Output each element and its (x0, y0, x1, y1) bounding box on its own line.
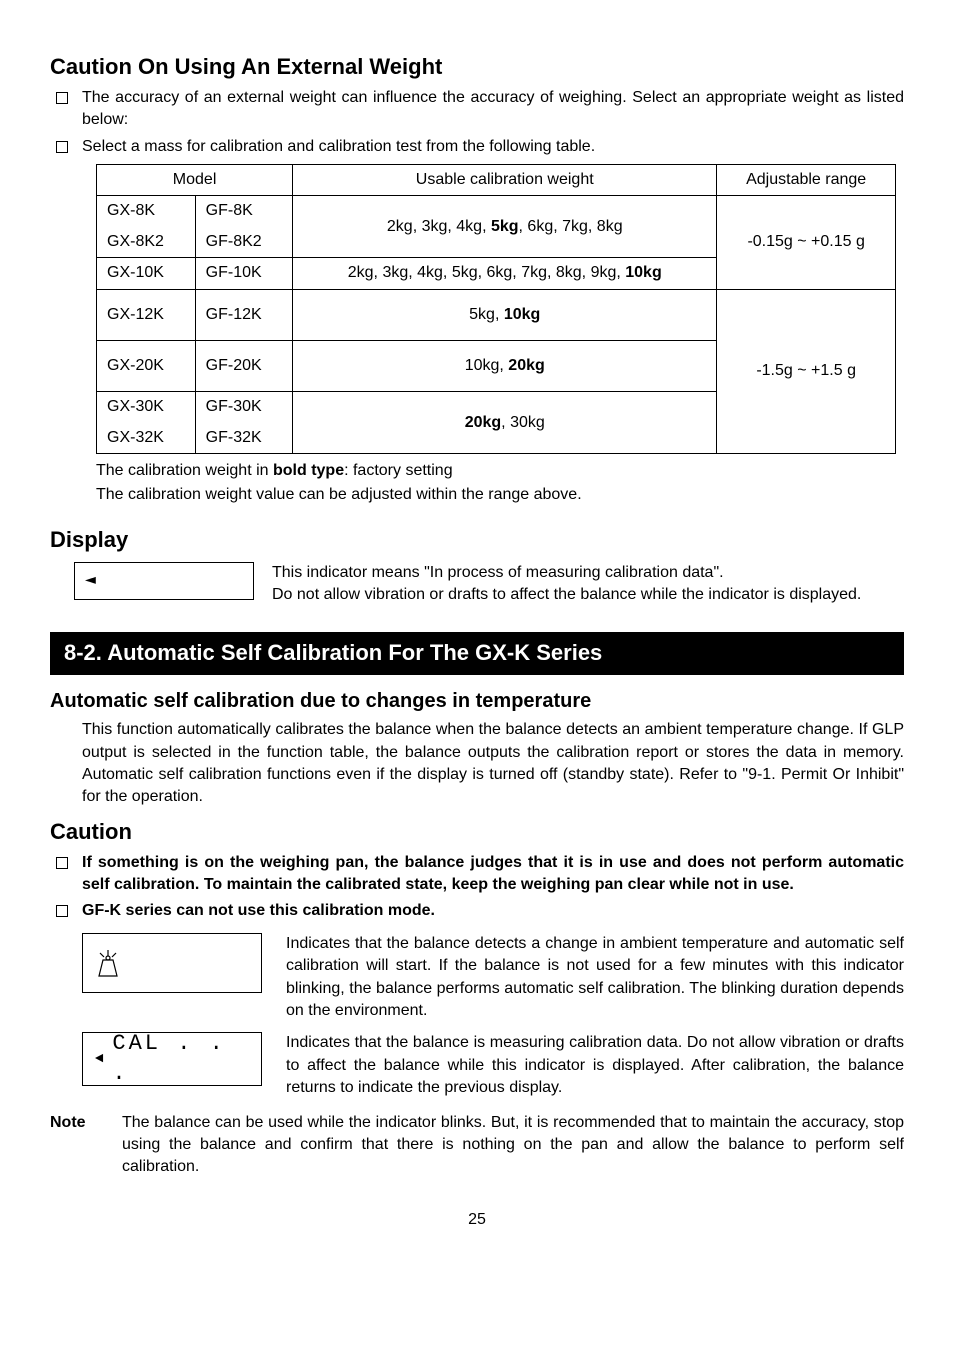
cell-model: GF-20K (195, 340, 293, 391)
bullet-text: Select a mass for calibration and calibr… (82, 136, 904, 158)
indicator-description: Indicates that the balance is measuring … (286, 1032, 904, 1099)
weight-indicator-box (82, 933, 262, 993)
weight-bold: 5kg (491, 218, 519, 235)
th-model: Model (97, 164, 293, 195)
bullet-text-bold: GF-K series can not use this calibration… (82, 900, 904, 922)
heading-auto-calibration: Automatic self calibration due to change… (50, 687, 904, 715)
section-bar-8-2: 8-2. Automatic Self Calibration For The … (50, 632, 904, 675)
page-number: 25 (50, 1209, 904, 1231)
display-description: This indicator means "In process of meas… (272, 562, 904, 607)
bullet-text-bold: If something is on the weighing pan, the… (82, 852, 904, 897)
cell-weight: 2kg, 3kg, 4kg, 5kg, 6kg, 7kg, 8kg, 9kg, … (293, 258, 717, 289)
table-footnote: The calibration weight in bold type: fac… (96, 460, 904, 482)
cell-weight: 20kg, 30kg (293, 392, 717, 454)
th-range: Adjustable range (717, 164, 896, 195)
cell-model: GF-32K (195, 423, 293, 454)
weight-bold: 20kg (508, 357, 544, 374)
cell-model: GX-20K (97, 340, 196, 391)
footnote-bold: bold type (273, 462, 344, 479)
paragraph-auto-calibration: This function automatically calibrates t… (82, 719, 904, 809)
th-weight: Usable calibration weight (293, 164, 717, 195)
bullet-text: The accuracy of an external weight can i… (82, 87, 904, 132)
note-row: Note The balance can be used while the i… (50, 1112, 904, 1179)
cell-model: GF-8K2 (195, 227, 293, 258)
cell-model: GX-8K2 (97, 227, 196, 258)
weight-bold: 20kg (465, 414, 501, 431)
note-label: Note (50, 1112, 102, 1134)
bullet-item: The accuracy of an external weight can i… (50, 87, 904, 132)
display-indicator-box: ◄ (74, 562, 254, 600)
cell-model: GX-8K (97, 196, 196, 227)
heading-caution-external: Caution On Using An External Weight (50, 52, 904, 83)
cal-indicator-box: ◄ CAL . . . (82, 1032, 262, 1086)
display-row: ◄ This indicator means "In process of me… (74, 562, 904, 607)
cal-text: CAL . . . (112, 1029, 249, 1091)
bullet-square-icon (56, 141, 68, 153)
footnote-pre: The calibration weight in (96, 462, 273, 479)
weight-pre: 2kg, 3kg, 4kg, (387, 218, 491, 235)
calibration-table: Model Usable calibration weight Adjustab… (96, 164, 896, 454)
cell-model: GF-12K (195, 289, 293, 340)
weight-bold: 10kg (504, 306, 540, 323)
weight-pre: 5kg, (469, 306, 504, 323)
cell-model: GX-12K (97, 289, 196, 340)
cell-weight: 5kg, 10kg (293, 289, 717, 340)
cell-range: -1.5g ~ +1.5 g (717, 289, 896, 454)
bullet-item: Select a mass for calibration and calibr… (50, 136, 904, 158)
weight-bold: 10kg (625, 264, 661, 281)
note-text: The balance can be used while the indica… (122, 1112, 904, 1179)
cell-model: GX-30K (97, 392, 196, 423)
weight-pre: 10kg, (465, 357, 509, 374)
weight-post: , 6kg, 7kg, 8kg (519, 218, 623, 235)
indicator-arrow-icon: ◄ (95, 1050, 106, 1070)
weight-icon (95, 948, 121, 978)
bullet-square-icon (56, 857, 68, 869)
indicator-arrow-icon: ◄ (85, 567, 96, 592)
table-footnote-2: The calibration weight value can be adju… (96, 484, 904, 506)
bullet-square-icon (56, 92, 68, 104)
footnote-post: : factory setting (344, 462, 453, 479)
indicator-row: Indicates that the balance detects a cha… (82, 933, 904, 1023)
heading-display: Display (50, 525, 904, 556)
cell-model: GF-30K (195, 392, 293, 423)
weight-post: , 30kg (501, 414, 545, 431)
bullet-square-icon (56, 905, 68, 917)
indicator-description: Indicates that the balance detects a cha… (286, 933, 904, 1023)
heading-caution: Caution (50, 817, 904, 848)
indicator-row: ◄ CAL . . . Indicates that the balance i… (82, 1032, 904, 1099)
cell-model: GF-10K (195, 258, 293, 289)
cell-range: -0.15g ~ +0.15 g (717, 196, 896, 289)
weight-pre: 2kg, 3kg, 4kg, 5kg, 6kg, 7kg, 8kg, 9kg, (348, 264, 626, 281)
cell-model: GX-32K (97, 423, 196, 454)
bullet-item: GF-K series can not use this calibration… (50, 900, 904, 922)
cell-model: GF-8K (195, 196, 293, 227)
cell-weight: 10kg, 20kg (293, 340, 717, 391)
cell-weight: 2kg, 3kg, 4kg, 5kg, 6kg, 7kg, 8kg (293, 196, 717, 258)
cell-model: GX-10K (97, 258, 196, 289)
bullet-item: If something is on the weighing pan, the… (50, 852, 904, 897)
